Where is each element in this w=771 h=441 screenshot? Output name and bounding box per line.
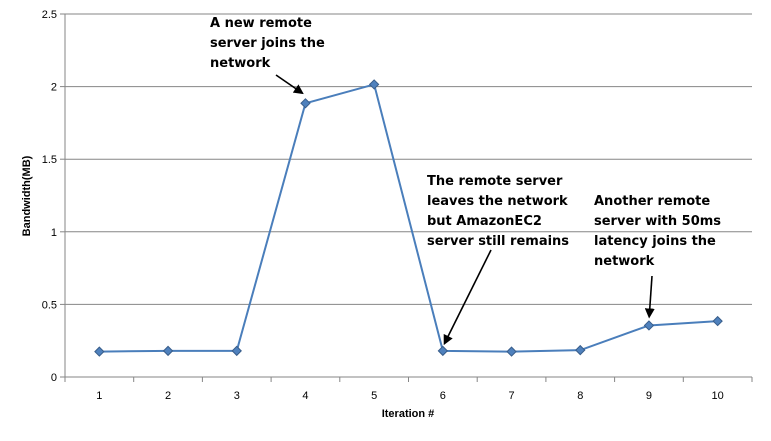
series-line	[99, 83, 718, 353]
annotation-text: server still remains	[427, 234, 569, 249]
annotations: A new remote server joins the network The r…	[210, 16, 721, 346]
x-tick-label: 4	[302, 390, 308, 402]
y-tick-label: 2	[51, 82, 57, 94]
annotation-text: Another remote	[594, 194, 710, 209]
gridlines	[65, 13, 752, 305]
y-tick-label: 0.5	[42, 299, 57, 311]
annotation-text: latency joins the	[594, 234, 716, 249]
annotation: The remote server leaves the network but A…	[427, 174, 569, 346]
annotation: A new remote server joins the network	[210, 16, 325, 95]
data-point	[575, 344, 586, 356]
x-tick-label: 3	[234, 390, 240, 402]
x-tick-label: 5	[371, 390, 377, 402]
x-tick-label: 6	[440, 390, 446, 402]
series-bandwidth	[94, 79, 723, 357]
x-tick-label: 2	[165, 390, 171, 402]
data-point	[300, 98, 311, 109]
axes	[60, 13, 753, 382]
data-point	[712, 315, 723, 327]
x-tick-labels: 1 2 3 4 5 6 7 8 9 10	[96, 390, 723, 402]
annotation-arrow	[644, 275, 655, 319]
x-tick-label: 10	[712, 390, 724, 402]
annotation-arrow	[443, 249, 492, 346]
y-axis-title: Bandwidth(MB)	[21, 155, 33, 236]
x-tick-label: 1	[96, 390, 102, 402]
x-tick-label: 8	[577, 390, 583, 402]
data-point	[368, 79, 380, 90]
x-tick-label: 9	[646, 390, 652, 402]
y-tick-label: 2.5	[42, 9, 57, 21]
x-axis-title: Iteration #	[382, 408, 435, 420]
data-point	[231, 345, 242, 357]
annotation-text: leaves the network	[427, 194, 568, 209]
y-tick-labels: 0 0.5 1 1.5 2 2.5	[42, 9, 57, 384]
data-point	[94, 346, 105, 357]
annotation-text: server with 50ms	[594, 214, 721, 229]
annotation-text: server joins the	[210, 36, 325, 51]
annotation-text: The remote server	[427, 174, 563, 189]
data-point	[506, 346, 517, 357]
annotation: Another remote server with 50ms latency jo…	[594, 194, 721, 319]
annotation-text: network	[210, 56, 271, 71]
annotation-text: network	[594, 254, 655, 269]
y-tick-label: 1.5	[42, 154, 57, 166]
data-point	[162, 345, 174, 357]
y-tick-label: 1	[51, 227, 57, 239]
x-tick-label: 7	[508, 390, 514, 402]
y-tick-label: 0	[51, 372, 57, 384]
annotation-arrow	[275, 74, 304, 95]
annotation-text: A new remote	[210, 16, 312, 31]
data-point	[643, 320, 655, 331]
data-point	[437, 345, 449, 357]
annotation-text: but AmazonEC2	[427, 214, 542, 229]
